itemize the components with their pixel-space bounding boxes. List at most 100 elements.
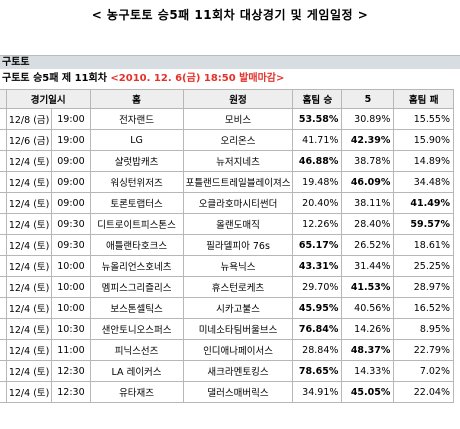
date-cell: 12/4 (토) — [5, 255, 53, 277]
home-win-cell: 12.26% — [292, 213, 343, 235]
home-team-cell: 워싱턴위저즈 — [89, 171, 184, 193]
date-cell: 12/4 (토) — [5, 297, 53, 319]
time-cell: 09:30 — [51, 213, 91, 235]
date-cell: 12/4 (토) — [5, 381, 53, 403]
home-win-cell: 78.65% — [292, 360, 343, 382]
date-cell: 12/4 (토) — [5, 360, 53, 382]
time-cell: 09:00 — [51, 150, 91, 172]
home-lose-cell: 22.79% — [393, 339, 454, 361]
home-team-cell: LA 레이커스 — [89, 360, 184, 382]
five-cell: 45.05% — [341, 381, 395, 403]
date-cell: 12/4 (토) — [5, 213, 53, 235]
away-team-cell: 올랜도매직 — [182, 213, 294, 235]
away-team-cell: 미네소타팀버울브스 — [182, 318, 294, 340]
away-team-cell: 포틀랜드트레일블레이져스 — [182, 171, 294, 193]
home-team-cell: 보스톤셀틱스 — [89, 297, 184, 319]
home-lose-cell: 14.89% — [393, 150, 454, 172]
date-cell: 12/4 (토) — [5, 150, 53, 172]
header-home-lose: 홈팀 패 — [393, 89, 454, 109]
date-cell: 12/4 (토) — [5, 192, 53, 214]
time-cell: 11:00 — [51, 339, 91, 361]
five-cell: 40.56% — [341, 297, 395, 319]
table-row: 12/4 (토) 10:00 보스톤셀틱스 시카고불스 45.95% 40.56% 16.5… — [0, 297, 454, 319]
home-lose-cell: 34.48% — [393, 171, 454, 193]
table-row: 12/4 (토) 09:00 워싱턴위저즈 포틀랜드트레일블레이져스 19.48% 46.… — [0, 171, 454, 193]
table-row: 12/4 (토) 09:30 디트로이트피스톤스 올랜도매직 12.26% 28.40% 5… — [0, 213, 454, 235]
table-row: 12/4 (토) 10:30 샌안토니오스퍼스 미네소타팀버울브스 76.84% 14.2… — [0, 318, 454, 340]
home-win-cell: 46.88% — [292, 150, 343, 172]
date-cell: 12/4 (토) — [5, 339, 53, 361]
away-team-cell: 댈러스매버릭스 — [182, 381, 294, 403]
time-cell: 12:30 — [51, 360, 91, 382]
date-cell: 12/4 (토) — [5, 318, 53, 340]
home-team-cell: 디트로이트피스톤스 — [89, 213, 184, 235]
table-row: 12/4 (토) 12:30 LA 레이커스 새크라멘토킹스 78.65% 14.33% 7… — [0, 360, 454, 382]
time-cell: 09:30 — [51, 234, 91, 256]
home-lose-cell: 59.57% — [393, 213, 454, 235]
home-win-cell: 76.84% — [292, 318, 343, 340]
home-lose-cell: 16.52% — [393, 297, 454, 319]
page-title: < 농구토토 승5패 11회차 대상경기 및 게임일정 > — [91, 8, 369, 22]
away-team-cell: 뉴저지네츠 — [182, 150, 294, 172]
home-win-cell: 29.70% — [292, 276, 343, 298]
home-win-cell: 20.40% — [292, 192, 343, 214]
header-five: 5 — [341, 89, 395, 109]
home-lose-cell: 8.95% — [393, 318, 454, 340]
time-cell: 10:00 — [51, 276, 91, 298]
time-cell: 10:00 — [51, 255, 91, 277]
round-info: 구토토 승5패 제 11회차 <2010. 12. 6(금) 18:50 발매마… — [0, 72, 460, 86]
home-win-cell: 19.48% — [292, 171, 343, 193]
header-home: 홈 — [89, 89, 184, 109]
home-win-cell: 53.58% — [292, 108, 343, 130]
header-away: 원정 — [182, 89, 294, 109]
date-cell: 12/4 (토) — [5, 276, 53, 298]
five-cell: 26.52% — [341, 234, 395, 256]
away-team-cell: 오리온스 — [182, 129, 294, 151]
home-win-cell: 65.17% — [292, 234, 343, 256]
home-lose-cell: 22.04% — [393, 381, 454, 403]
five-cell: 31.44% — [341, 255, 395, 277]
time-cell: 19:00 — [51, 129, 91, 151]
home-team-cell: 전자랜드 — [89, 108, 184, 130]
home-team-cell: 샬럿밥캐츠 — [89, 150, 184, 172]
home-lose-cell: 7.02% — [393, 360, 454, 382]
table-row: 12/4 (토) 11:00 피닉스선즈 인디애나페이서스 28.84% 48.37% 22… — [0, 339, 454, 361]
time-cell: 19:00 — [51, 108, 91, 130]
five-cell: 41.53% — [341, 276, 395, 298]
home-team-cell: 피닉스선즈 — [89, 339, 184, 361]
home-team-cell: 애틀랜타호크스 — [89, 234, 184, 256]
round-label: 구토토 승5패 제 11회차 — [2, 73, 107, 84]
time-cell: 09:00 — [51, 192, 91, 214]
five-cell: 14.33% — [341, 360, 395, 382]
away-team-cell: 시카고불스 — [182, 297, 294, 319]
home-team-cell: 뉴올리언스호네츠 — [89, 255, 184, 277]
table-row: 12/4 (토) 09:00 샬럿밥캐츠 뉴저지네츠 46.88% 38.78% 14.89… — [0, 150, 454, 172]
away-team-cell: 필라델피아 76s — [182, 234, 294, 256]
away-team-cell: 인디애나페이서스 — [182, 339, 294, 361]
away-team-cell: 오클라호마시티썬더 — [182, 192, 294, 214]
five-cell: 38.78% — [341, 150, 395, 172]
home-team-cell: 멤피스그리즐리스 — [89, 276, 184, 298]
home-win-cell: 45.95% — [292, 297, 343, 319]
table-row: 12/4 (토) 10:00 뉴올리언스호네츠 뉴욕닉스 43.31% 31.44% 25.… — [0, 255, 454, 277]
five-cell: 14.26% — [341, 318, 395, 340]
time-cell: 10:00 — [51, 297, 91, 319]
away-team-cell: 뉴욕닉스 — [182, 255, 294, 277]
section-header: 구토토 — [0, 55, 460, 69]
table-row: 12/4 (토) 09:30 애틀랜타호크스 필라델피아 76s 65.17% 26.52… — [0, 234, 454, 256]
five-cell: 38.11% — [341, 192, 395, 214]
time-cell: 12:30 — [51, 381, 91, 403]
deadline-text: <2010. 12. 6(금) 18:50 발매마감> — [110, 73, 285, 84]
table-row: 12/4 (토) 12:30 유타재즈 댈러스매버릭스 34.91% 45.05% 22.0… — [0, 381, 454, 403]
header-home-win: 홈팀 승 — [292, 89, 343, 109]
home-win-cell: 28.84% — [292, 339, 343, 361]
table-body: 12/8 (금) 19:00 전자랜드 모비스 53.58% 30.89% 15.55% 12… — [0, 108, 454, 403]
date-cell: 12/4 (토) — [5, 171, 53, 193]
away-team-cell: 휴스턴로케츠 — [182, 276, 294, 298]
table-row: 12/4 (토) 09:00 토론토랩터스 오클라호마시티썬더 20.40% 38.11%… — [0, 192, 454, 214]
home-lose-cell: 41.49% — [393, 192, 454, 214]
table-header-row: 경기일시 홈 원정 홈팀 승 5 홈팀 패 — [0, 89, 454, 109]
time-cell: 10:30 — [51, 318, 91, 340]
home-team-cell: 유타재즈 — [89, 381, 184, 403]
home-team-cell: 샌안토니오스퍼스 — [89, 318, 184, 340]
